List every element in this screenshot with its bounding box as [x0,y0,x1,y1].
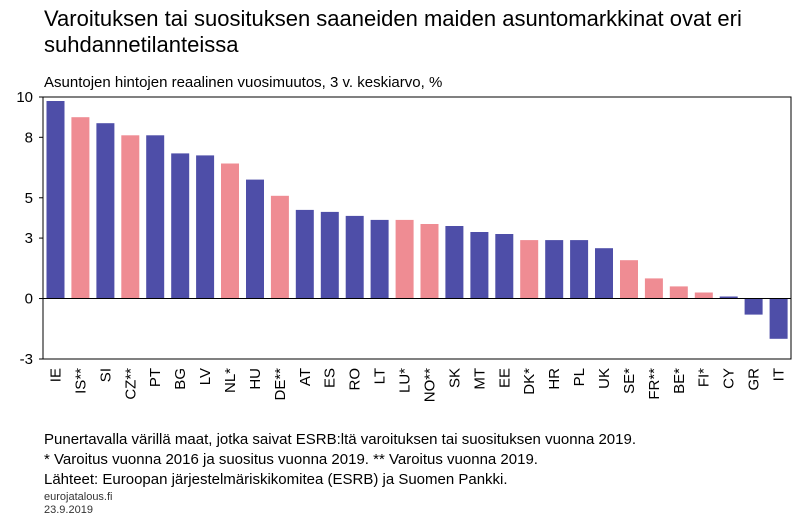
x-tick-label: DE** [272,368,289,401]
bar-chart: -3 0 3 5 8 10 IE IS** SI CZ** PT BG LV NL* HU DE** AT ES… [16,89,792,402]
bar-se [620,260,638,299]
x-tick-label: RO [347,368,364,391]
x-tick-label: IE [48,368,65,382]
bar-pt [146,135,165,299]
bar-ee [495,234,514,299]
x-tick-label: EE [496,368,513,388]
chart-title: Varoituksen tai suosituksen saaneiden ma… [44,6,742,57]
source-date: 23.9.2019 [44,504,93,516]
x-tick-label: SE* [621,368,638,394]
bar-no [420,224,439,299]
y-tick-label: 8 [25,129,33,146]
bar-bg [171,153,190,299]
y-tick-label: -3 [20,351,33,368]
note-3: Lähteet: Euroopan järjestelmäriskikomite… [44,471,508,488]
bar-uk [595,248,613,299]
bar-ro [345,215,364,299]
x-tick-label: HR [546,368,563,390]
x-tick-label: NL* [222,368,239,393]
bar-lu [395,219,414,299]
bar-cz [121,135,140,299]
x-tick-label: SI [97,368,114,382]
source-site: eurojatalous.fi [44,491,113,503]
x-tick-label: IS** [72,368,89,394]
x-tick-label: ES [322,368,339,388]
y-tick-label: 5 [25,190,33,207]
x-tick-label: FI* [696,368,713,387]
bar-es [320,211,339,299]
bar-hu [246,179,264,299]
plot-area [42,96,792,360]
x-tick-label: LU* [397,368,414,393]
bar-hr [545,240,564,299]
x-tick-label: FR** [646,368,663,400]
y-tick-label: 3 [25,230,33,247]
x-tick-label: SK [446,368,463,388]
x-tick-label: HU [247,368,264,390]
bar-fi [694,292,713,299]
x-tick-label: UK [596,368,613,389]
x-tick-label: PT [147,368,164,387]
bar-it [769,298,788,339]
bar-si [96,123,115,299]
chart-subtitle: Asuntojen hintojen reaalinen vuosimuutos… [44,74,443,91]
x-tick-label: CY [721,368,738,389]
x-tick-label: NO** [422,368,439,402]
x-tick-label: AT [297,368,314,386]
bar-be [669,286,688,299]
note-1: Punertavalla värillä maat, jotka saivat … [44,431,636,448]
note-2: * Varoitus vuonna 2016 ja suositus vuonn… [44,451,538,468]
bar-sk [445,226,464,299]
bar-mt [470,232,489,299]
bar-nl [221,163,239,299]
bar-pl [570,240,589,299]
bar-cy [719,296,738,299]
bar-dk [520,240,539,299]
bar-de [270,195,289,299]
bar-lt [370,219,389,299]
x-tick-label: LT [372,368,389,384]
x-tick-label: GR [746,368,763,391]
bar-gr [744,298,763,315]
y-tick-label: 0 [25,291,33,308]
x-tick-label: BE* [671,368,688,394]
x-tick-label: PL [571,368,588,386]
bar-is [71,117,90,299]
x-tick-label: CZ** [122,368,139,400]
notes: Punertavalla värillä maat, jotka saivat … [44,430,636,490]
bar-fr [644,278,663,299]
x-tick-label: MT [471,368,488,390]
x-tick-label: IT [771,368,788,381]
x-tick-label: LV [197,368,214,385]
source-info: eurojatalous.fi 23.9.2019 [44,491,113,517]
x-tick-label: BG [172,368,189,390]
y-tick-label: 10 [16,89,33,106]
x-tick-label: DK* [521,368,538,395]
bar-ie [46,101,65,299]
bar-at [295,209,314,299]
bar-lv [196,155,215,299]
